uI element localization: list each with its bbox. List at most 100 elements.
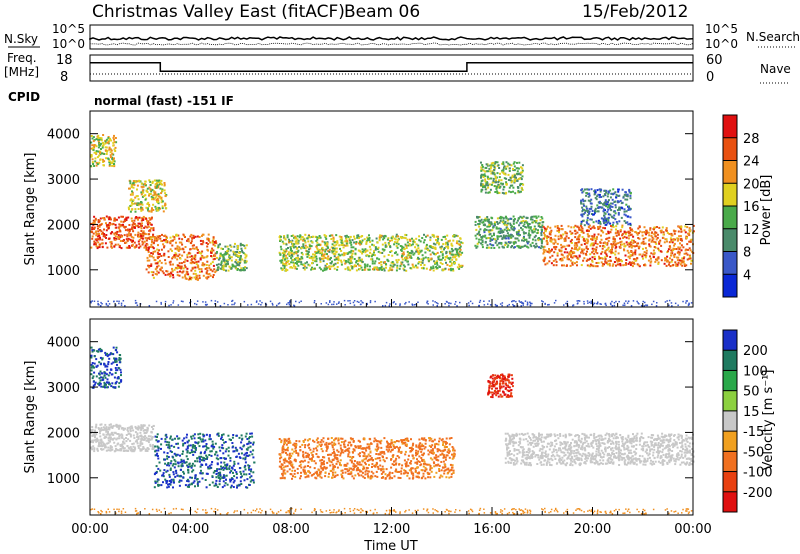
data-cell-region-8 xyxy=(621,226,624,229)
data-cell-region-8 xyxy=(581,249,584,252)
data-cell-region-6 xyxy=(477,231,480,234)
data-cell-near-range xyxy=(107,300,109,302)
data-cell-region-8 xyxy=(558,229,561,232)
data-cell-region-3 xyxy=(191,236,194,239)
data-cell-region-4 xyxy=(221,267,224,270)
data-cell-region-2 xyxy=(145,189,148,192)
data-cell-region-5 xyxy=(455,234,458,237)
data-cell-region-5 xyxy=(396,261,399,264)
data-cell-region-3 xyxy=(152,276,155,279)
data-cell-region-5 xyxy=(303,265,306,268)
data-cell-region-5 xyxy=(380,263,383,266)
data-cell-region-8 xyxy=(637,247,640,250)
data-cell-region-6 xyxy=(489,243,492,246)
data-cell-region-7 xyxy=(493,173,496,176)
data-cell-near-range xyxy=(645,304,647,306)
data-cell-region-5 xyxy=(437,242,440,245)
data-cell-region-0 xyxy=(112,144,115,147)
data-cell-region-3 xyxy=(166,240,169,242)
data-cell-region-5 xyxy=(334,262,337,265)
data-cell-region-6 xyxy=(513,246,516,249)
data-cell-region-8 xyxy=(576,238,579,241)
data-cell-region-9 xyxy=(596,204,599,207)
data-cell-region-5 xyxy=(348,262,351,265)
data-cell-region-5 xyxy=(403,236,406,239)
data-cell-region-0 xyxy=(118,361,121,364)
data-cell-region-3 xyxy=(207,273,210,276)
data-cell-region-8 xyxy=(597,226,599,228)
data-cell-region-2 xyxy=(197,437,200,439)
data-cell-region-8 xyxy=(663,262,666,265)
data-cell-region-1 xyxy=(135,439,138,442)
data-cell-region-8 xyxy=(554,225,557,228)
data-cell-region-8 xyxy=(684,249,687,252)
data-cell-region-9 xyxy=(584,209,587,212)
data-cell-region-3 xyxy=(149,264,152,267)
data-cell-region-9 xyxy=(583,204,585,207)
data-cell-region-8 xyxy=(655,231,658,234)
data-cell-region-3 xyxy=(158,255,161,258)
data-cell-region-3 xyxy=(196,248,199,251)
data-cell-region-5 xyxy=(458,267,461,270)
data-cell-region-1 xyxy=(92,232,95,235)
data-cell-near-range xyxy=(353,300,356,302)
data-cell-region-6 xyxy=(487,220,490,223)
data-cell-region-5 xyxy=(452,253,455,256)
data-cell-region-8 xyxy=(578,234,581,237)
data-cell-region-7 xyxy=(501,171,504,174)
data-cell-near-range xyxy=(329,300,331,302)
data-cell-region-1 xyxy=(96,439,99,442)
data-cell-region-5 xyxy=(296,238,299,241)
data-cell-region-9 xyxy=(605,223,608,226)
data-cell-region-8 xyxy=(585,254,588,256)
data-cell-region-3 xyxy=(156,262,159,265)
data-cell-region-5 xyxy=(355,241,358,243)
data-cell-region-5 xyxy=(375,266,378,269)
data-cell-region-3 xyxy=(198,268,201,271)
data-cell-region-5 xyxy=(308,264,311,267)
data-cell-region-9 xyxy=(600,206,603,209)
power-colorbar-swatches xyxy=(722,114,738,298)
data-cell-region-1 xyxy=(120,449,122,452)
data-cell-region-1 xyxy=(125,437,127,439)
data-cell-region-8 xyxy=(650,240,653,243)
data-cell-region-9 xyxy=(586,219,589,222)
data-cell-region-8 xyxy=(593,255,596,258)
data-cell-region-4 xyxy=(229,244,232,247)
data-cell-region-1 xyxy=(112,222,115,225)
data-cell-region-1 xyxy=(143,424,146,427)
data-cell-region-4 xyxy=(222,258,225,261)
power-colorbar-swatch xyxy=(723,183,737,206)
data-cell-region-5 xyxy=(435,253,437,255)
data-cell-region-0 xyxy=(120,371,122,374)
data-cell-region-1 xyxy=(152,428,155,431)
data-cell-region-0 xyxy=(96,163,99,166)
data-cell-near-range xyxy=(329,301,331,303)
data-cell-region-1 xyxy=(139,442,142,445)
data-cell-near-range xyxy=(216,301,219,303)
data-cell-region-6 xyxy=(500,230,502,233)
data-cell-region-1 xyxy=(127,446,130,449)
data-cell-region-9 xyxy=(596,210,599,213)
data-cell-region-3 xyxy=(212,264,215,267)
data-cell-region-8 xyxy=(691,250,694,253)
data-cell-region-5 xyxy=(395,235,398,238)
data-cell-region-3 xyxy=(178,274,181,277)
data-cell-region-8 xyxy=(591,247,594,250)
data-cell-region-8 xyxy=(559,237,562,240)
data-cell-region-5 xyxy=(437,235,439,238)
data-cell-region-1 xyxy=(110,218,112,221)
data-cell-region-3 xyxy=(202,274,205,277)
data-cell-region-8 xyxy=(652,240,655,243)
data-cell-region-0 xyxy=(104,372,107,375)
data-cell-region-6 xyxy=(514,237,517,240)
data-cell-region-0 xyxy=(113,165,116,168)
data-cell-region-1 xyxy=(103,234,106,237)
data-cell-region-5 xyxy=(444,267,447,270)
data-cell-region-5 xyxy=(326,242,328,245)
data-cell-region-6 xyxy=(501,229,504,232)
data-cell-region-9 xyxy=(586,217,589,219)
data-cell-region-4 xyxy=(219,243,221,246)
data-cell-region-1 xyxy=(97,221,100,224)
data-cell-near-range xyxy=(483,304,486,306)
